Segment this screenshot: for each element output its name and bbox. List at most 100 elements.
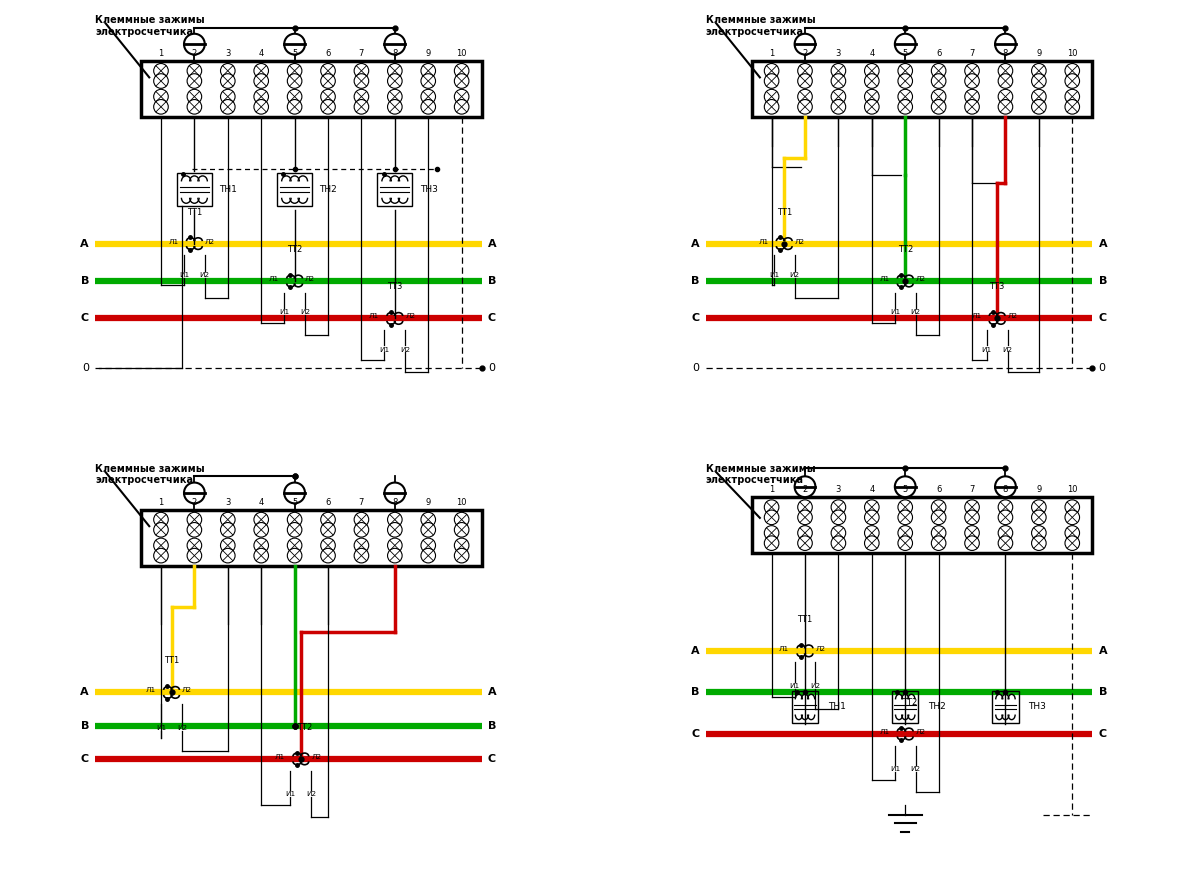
Circle shape bbox=[221, 522, 235, 537]
Text: 8: 8 bbox=[392, 49, 397, 58]
Circle shape bbox=[284, 482, 305, 504]
Circle shape bbox=[388, 538, 402, 553]
Circle shape bbox=[254, 74, 269, 88]
Circle shape bbox=[320, 74, 335, 88]
Text: 6: 6 bbox=[936, 49, 941, 58]
Circle shape bbox=[388, 100, 402, 114]
Text: И1: И1 bbox=[769, 272, 779, 278]
Text: Клеммные зажимы
электросчетчика: Клеммные зажимы электросчетчика bbox=[95, 15, 205, 37]
Circle shape bbox=[931, 510, 946, 525]
Circle shape bbox=[287, 512, 302, 527]
Circle shape bbox=[1032, 64, 1046, 78]
Text: 9: 9 bbox=[1037, 485, 1042, 494]
Text: C: C bbox=[488, 754, 496, 764]
Circle shape bbox=[864, 64, 880, 78]
Text: 4: 4 bbox=[869, 49, 875, 58]
Text: Л1: Л1 bbox=[368, 313, 379, 319]
Circle shape bbox=[1064, 89, 1080, 104]
Circle shape bbox=[1032, 100, 1046, 114]
Circle shape bbox=[184, 482, 205, 504]
Circle shape bbox=[287, 64, 302, 78]
Circle shape bbox=[154, 538, 168, 553]
Text: Л2: Л2 bbox=[311, 754, 322, 759]
Text: Л2: Л2 bbox=[916, 276, 925, 282]
Text: И1: И1 bbox=[889, 766, 900, 773]
Text: Л1: Л1 bbox=[880, 729, 889, 735]
Text: B: B bbox=[80, 276, 89, 286]
Circle shape bbox=[764, 74, 779, 88]
Text: Л2: Л2 bbox=[305, 276, 316, 282]
Text: C: C bbox=[80, 313, 89, 324]
Text: 4: 4 bbox=[869, 485, 875, 494]
Circle shape bbox=[320, 522, 335, 537]
Circle shape bbox=[455, 538, 469, 553]
Text: ТТ2: ТТ2 bbox=[898, 245, 913, 254]
Circle shape bbox=[864, 89, 880, 104]
Circle shape bbox=[1064, 100, 1080, 114]
Circle shape bbox=[154, 89, 168, 104]
Text: 10: 10 bbox=[456, 49, 467, 58]
Text: A: A bbox=[691, 646, 700, 656]
Text: И2: И2 bbox=[1002, 347, 1013, 353]
Text: 4: 4 bbox=[258, 497, 264, 506]
Circle shape bbox=[354, 522, 368, 537]
Text: B: B bbox=[1098, 276, 1106, 286]
Circle shape bbox=[931, 500, 946, 514]
Circle shape bbox=[388, 64, 402, 78]
Circle shape bbox=[221, 538, 235, 553]
Circle shape bbox=[154, 522, 168, 537]
Circle shape bbox=[798, 536, 812, 550]
Circle shape bbox=[864, 536, 880, 550]
Circle shape bbox=[154, 74, 168, 88]
Circle shape bbox=[320, 64, 335, 78]
Text: Л1: Л1 bbox=[758, 238, 768, 244]
Text: 6: 6 bbox=[325, 497, 331, 506]
Circle shape bbox=[1064, 526, 1080, 541]
Text: B: B bbox=[488, 276, 497, 286]
Text: Л1: Л1 bbox=[275, 754, 286, 759]
Text: ТТ1: ТТ1 bbox=[164, 656, 179, 665]
Text: 3: 3 bbox=[226, 49, 230, 58]
Text: 10: 10 bbox=[1067, 485, 1078, 494]
Circle shape bbox=[154, 100, 168, 114]
Circle shape bbox=[421, 74, 436, 88]
Text: И1: И1 bbox=[790, 684, 799, 689]
Text: C: C bbox=[1098, 729, 1106, 739]
Circle shape bbox=[187, 549, 202, 563]
Circle shape bbox=[455, 512, 469, 527]
Circle shape bbox=[1032, 74, 1046, 88]
Text: 7: 7 bbox=[359, 497, 364, 506]
Text: И2: И2 bbox=[306, 791, 317, 797]
Text: Л1: Л1 bbox=[971, 313, 982, 319]
Circle shape bbox=[832, 500, 846, 514]
Circle shape bbox=[388, 549, 402, 563]
Circle shape bbox=[832, 536, 846, 550]
Text: 8: 8 bbox=[1003, 49, 1008, 58]
Text: Л2: Л2 bbox=[182, 687, 192, 693]
Circle shape bbox=[995, 476, 1016, 497]
Circle shape bbox=[284, 34, 305, 55]
Circle shape bbox=[998, 64, 1013, 78]
Circle shape bbox=[965, 510, 979, 525]
Circle shape bbox=[187, 74, 202, 88]
FancyBboxPatch shape bbox=[751, 61, 1092, 116]
Text: ТН1: ТН1 bbox=[828, 702, 846, 712]
Text: И1: И1 bbox=[286, 791, 295, 797]
Circle shape bbox=[354, 100, 368, 114]
Text: 8: 8 bbox=[1003, 485, 1008, 494]
Text: Л1: Л1 bbox=[145, 687, 156, 693]
Text: ТТ2: ТТ2 bbox=[287, 245, 302, 254]
Circle shape bbox=[798, 100, 812, 114]
Text: B: B bbox=[1098, 687, 1106, 698]
Circle shape bbox=[455, 74, 469, 88]
Text: 7: 7 bbox=[359, 49, 364, 58]
Text: Л1: Л1 bbox=[880, 276, 889, 282]
Text: 5: 5 bbox=[902, 485, 908, 494]
Circle shape bbox=[998, 500, 1013, 514]
Text: Л2: Л2 bbox=[1008, 313, 1018, 319]
Text: Клеммные зажимы
электросчетчика: Клеммные зажимы электросчетчика bbox=[706, 15, 816, 37]
Text: 7: 7 bbox=[970, 485, 974, 494]
Text: Л1: Л1 bbox=[269, 276, 278, 282]
Circle shape bbox=[898, 526, 912, 541]
Circle shape bbox=[1064, 74, 1080, 88]
